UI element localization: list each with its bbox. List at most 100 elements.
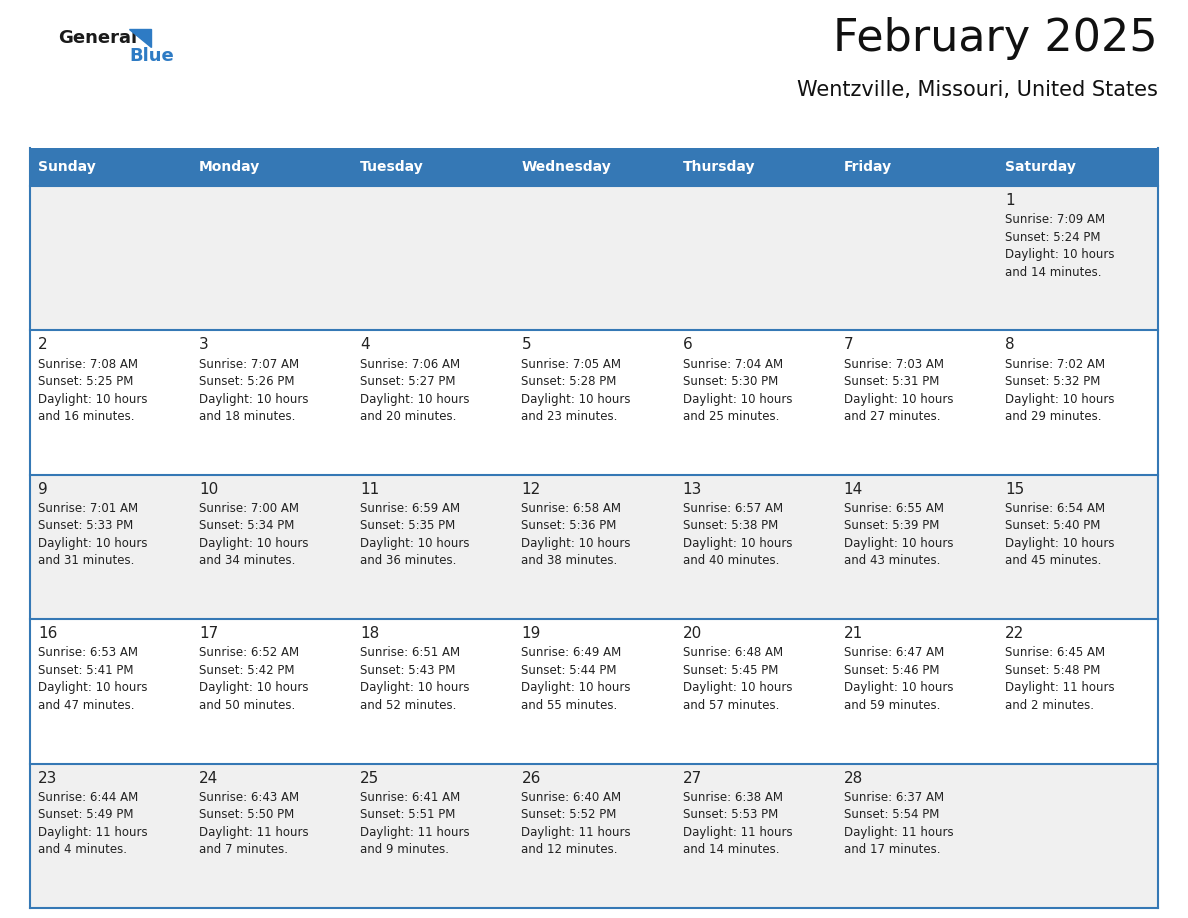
Text: Sunset: 5:32 PM: Sunset: 5:32 PM: [1005, 375, 1100, 388]
Text: 10: 10: [200, 482, 219, 497]
Text: Blue: Blue: [129, 47, 173, 65]
Text: Sunset: 5:25 PM: Sunset: 5:25 PM: [38, 375, 133, 388]
Text: 2: 2: [38, 338, 48, 353]
Text: Sunrise: 7:01 AM: Sunrise: 7:01 AM: [38, 502, 138, 515]
Text: Daylight: 10 hours: Daylight: 10 hours: [200, 537, 309, 550]
Text: Sunset: 5:46 PM: Sunset: 5:46 PM: [843, 664, 940, 677]
Text: Sunrise: 6:38 AM: Sunrise: 6:38 AM: [683, 790, 783, 804]
Text: and 40 minutes.: and 40 minutes.: [683, 554, 779, 567]
Text: 1: 1: [1005, 193, 1015, 208]
Text: 6: 6: [683, 338, 693, 353]
Text: and 59 minutes.: and 59 minutes.: [843, 699, 940, 711]
Text: Daylight: 11 hours: Daylight: 11 hours: [522, 825, 631, 839]
Text: and 9 minutes.: and 9 minutes.: [360, 844, 449, 856]
Text: and 17 minutes.: and 17 minutes.: [843, 844, 940, 856]
Text: and 14 minutes.: and 14 minutes.: [683, 844, 779, 856]
Text: Daylight: 10 hours: Daylight: 10 hours: [683, 537, 792, 550]
Text: and 27 minutes.: and 27 minutes.: [843, 410, 940, 423]
Text: 16: 16: [38, 626, 57, 641]
Text: Daylight: 10 hours: Daylight: 10 hours: [360, 681, 469, 694]
Text: Sunrise: 6:49 AM: Sunrise: 6:49 AM: [522, 646, 621, 659]
Text: Daylight: 10 hours: Daylight: 10 hours: [522, 681, 631, 694]
Text: and 16 minutes.: and 16 minutes.: [38, 410, 134, 423]
Text: 14: 14: [843, 482, 862, 497]
Text: Daylight: 11 hours: Daylight: 11 hours: [843, 825, 953, 839]
Text: and 14 minutes.: and 14 minutes.: [1005, 265, 1101, 279]
Bar: [30, 330, 1158, 475]
Text: Sunrise: 6:48 AM: Sunrise: 6:48 AM: [683, 646, 783, 659]
Text: Sunrise: 7:03 AM: Sunrise: 7:03 AM: [843, 357, 943, 371]
Text: Daylight: 11 hours: Daylight: 11 hours: [683, 825, 792, 839]
Text: Daylight: 10 hours: Daylight: 10 hours: [200, 393, 309, 406]
Text: Sunrise: 6:57 AM: Sunrise: 6:57 AM: [683, 502, 783, 515]
Bar: [30, 764, 1158, 908]
Text: 27: 27: [683, 770, 702, 786]
Text: February 2025: February 2025: [833, 17, 1158, 60]
Text: Sunset: 5:54 PM: Sunset: 5:54 PM: [843, 808, 939, 822]
Text: 3: 3: [200, 338, 209, 353]
Text: Sunset: 5:33 PM: Sunset: 5:33 PM: [38, 520, 133, 532]
Text: Daylight: 10 hours: Daylight: 10 hours: [360, 393, 469, 406]
Text: Daylight: 11 hours: Daylight: 11 hours: [360, 825, 470, 839]
Text: 5: 5: [522, 338, 531, 353]
Text: Sunrise: 6:59 AM: Sunrise: 6:59 AM: [360, 502, 461, 515]
Bar: [30, 186, 1158, 330]
Text: Sunrise: 7:08 AM: Sunrise: 7:08 AM: [38, 357, 138, 371]
Bar: [30, 148, 1158, 186]
Text: Thursday: Thursday: [683, 160, 756, 174]
Text: Sunrise: 6:37 AM: Sunrise: 6:37 AM: [843, 790, 943, 804]
Text: and 43 minutes.: and 43 minutes.: [843, 554, 940, 567]
Text: Daylight: 10 hours: Daylight: 10 hours: [360, 537, 469, 550]
Text: 25: 25: [360, 770, 379, 786]
Text: Daylight: 10 hours: Daylight: 10 hours: [522, 537, 631, 550]
Text: Sunrise: 6:55 AM: Sunrise: 6:55 AM: [843, 502, 943, 515]
Text: and 18 minutes.: and 18 minutes.: [200, 410, 296, 423]
Text: and 12 minutes.: and 12 minutes.: [522, 844, 618, 856]
Text: and 31 minutes.: and 31 minutes.: [38, 554, 134, 567]
Text: Sunset: 5:30 PM: Sunset: 5:30 PM: [683, 375, 778, 388]
Text: 8: 8: [1005, 338, 1015, 353]
Text: 13: 13: [683, 482, 702, 497]
Text: Daylight: 10 hours: Daylight: 10 hours: [200, 681, 309, 694]
Text: and 57 minutes.: and 57 minutes.: [683, 699, 779, 711]
Text: Sunrise: 7:04 AM: Sunrise: 7:04 AM: [683, 357, 783, 371]
Bar: [30, 475, 1158, 620]
Text: Sunrise: 6:53 AM: Sunrise: 6:53 AM: [38, 646, 138, 659]
Text: Saturday: Saturday: [1005, 160, 1075, 174]
Text: and 50 minutes.: and 50 minutes.: [200, 699, 296, 711]
Text: Daylight: 10 hours: Daylight: 10 hours: [38, 681, 147, 694]
Text: Sunrise: 7:09 AM: Sunrise: 7:09 AM: [1005, 213, 1105, 226]
Text: and 55 minutes.: and 55 minutes.: [522, 699, 618, 711]
Text: Sunset: 5:41 PM: Sunset: 5:41 PM: [38, 664, 133, 677]
Text: Sunrise: 6:43 AM: Sunrise: 6:43 AM: [200, 790, 299, 804]
Text: 4: 4: [360, 338, 369, 353]
Text: and 29 minutes.: and 29 minutes.: [1005, 410, 1101, 423]
Text: 20: 20: [683, 626, 702, 641]
Text: Daylight: 10 hours: Daylight: 10 hours: [1005, 393, 1114, 406]
Text: Daylight: 10 hours: Daylight: 10 hours: [38, 393, 147, 406]
Text: 28: 28: [843, 770, 862, 786]
Text: Sunrise: 6:47 AM: Sunrise: 6:47 AM: [843, 646, 944, 659]
Text: Daylight: 10 hours: Daylight: 10 hours: [38, 537, 147, 550]
Text: Daylight: 10 hours: Daylight: 10 hours: [843, 393, 953, 406]
Text: Daylight: 10 hours: Daylight: 10 hours: [522, 393, 631, 406]
Text: Sunset: 5:34 PM: Sunset: 5:34 PM: [200, 520, 295, 532]
Text: Sunset: 5:50 PM: Sunset: 5:50 PM: [200, 808, 295, 822]
Text: 21: 21: [843, 626, 862, 641]
Text: Sunset: 5:26 PM: Sunset: 5:26 PM: [200, 375, 295, 388]
Text: 11: 11: [360, 482, 379, 497]
Text: 18: 18: [360, 626, 379, 641]
Text: Sunrise: 6:44 AM: Sunrise: 6:44 AM: [38, 790, 138, 804]
Text: 17: 17: [200, 626, 219, 641]
Text: 23: 23: [38, 770, 57, 786]
Text: Sunset: 5:43 PM: Sunset: 5:43 PM: [360, 664, 456, 677]
Text: Sunset: 5:27 PM: Sunset: 5:27 PM: [360, 375, 456, 388]
Text: Sunday: Sunday: [38, 160, 96, 174]
Text: and 47 minutes.: and 47 minutes.: [38, 699, 134, 711]
Polygon shape: [129, 29, 151, 47]
Text: Friday: Friday: [843, 160, 892, 174]
Text: and 36 minutes.: and 36 minutes.: [360, 554, 456, 567]
Text: Sunrise: 7:06 AM: Sunrise: 7:06 AM: [360, 357, 461, 371]
Text: Sunset: 5:40 PM: Sunset: 5:40 PM: [1005, 520, 1100, 532]
Text: Sunset: 5:24 PM: Sunset: 5:24 PM: [1005, 230, 1100, 243]
